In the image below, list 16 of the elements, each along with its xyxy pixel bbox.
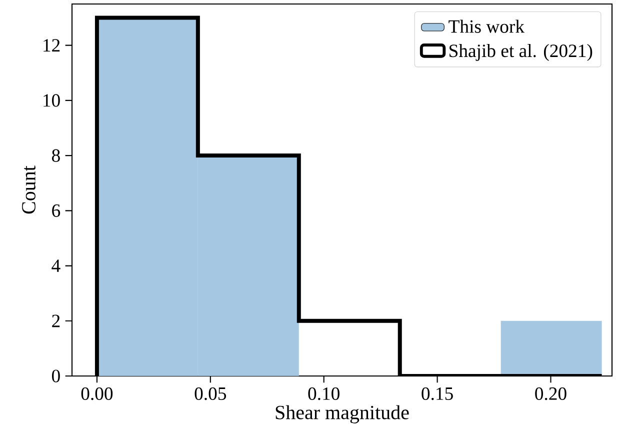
- x-tick-label: 0.10: [308, 387, 340, 400]
- x-tick-label: 0.00: [81, 387, 113, 400]
- legend-label: This work: [448, 20, 525, 33]
- x-tick-label: 0.05: [194, 387, 226, 400]
- y-tick-label: 0: [52, 370, 60, 382]
- x-axis-title: Shear magnitude: [276, 405, 409, 424]
- y-tick-label: 2: [52, 314, 60, 328]
- x-tick-label: 0.20: [535, 387, 566, 400]
- x-tick-label: 0.15: [422, 387, 453, 400]
- y-tick-label: 4: [52, 260, 60, 272]
- y-tick-label: 12: [44, 39, 60, 52]
- y-tick-label: 6: [52, 204, 60, 217]
- y-tick-label: 8: [52, 149, 60, 162]
- legend-label: Shajib et al. (2021): [450, 44, 592, 61]
- y-tick-label: 10: [44, 94, 60, 107]
- y-axis-title: Count: [22, 166, 36, 214]
